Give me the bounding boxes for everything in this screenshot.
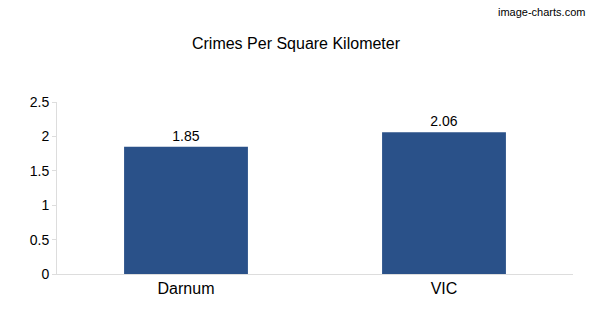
- svg-text:2.5: 2.5: [30, 94, 50, 110]
- svg-text:1.5: 1.5: [30, 163, 50, 179]
- svg-text:Crimes Per Square Kilometer: Crimes Per Square Kilometer: [192, 35, 401, 52]
- svg-text:Darnum: Darnum: [158, 280, 215, 297]
- svg-text:image-charts.com: image-charts.com: [498, 6, 585, 18]
- svg-text:0.5: 0.5: [30, 232, 50, 248]
- svg-text:0: 0: [41, 266, 49, 282]
- svg-text:1.85: 1.85: [172, 128, 199, 144]
- svg-text:2.06: 2.06: [430, 113, 457, 129]
- svg-text:VIC: VIC: [431, 280, 458, 297]
- svg-text:1: 1: [41, 197, 49, 213]
- svg-text:2: 2: [41, 128, 49, 144]
